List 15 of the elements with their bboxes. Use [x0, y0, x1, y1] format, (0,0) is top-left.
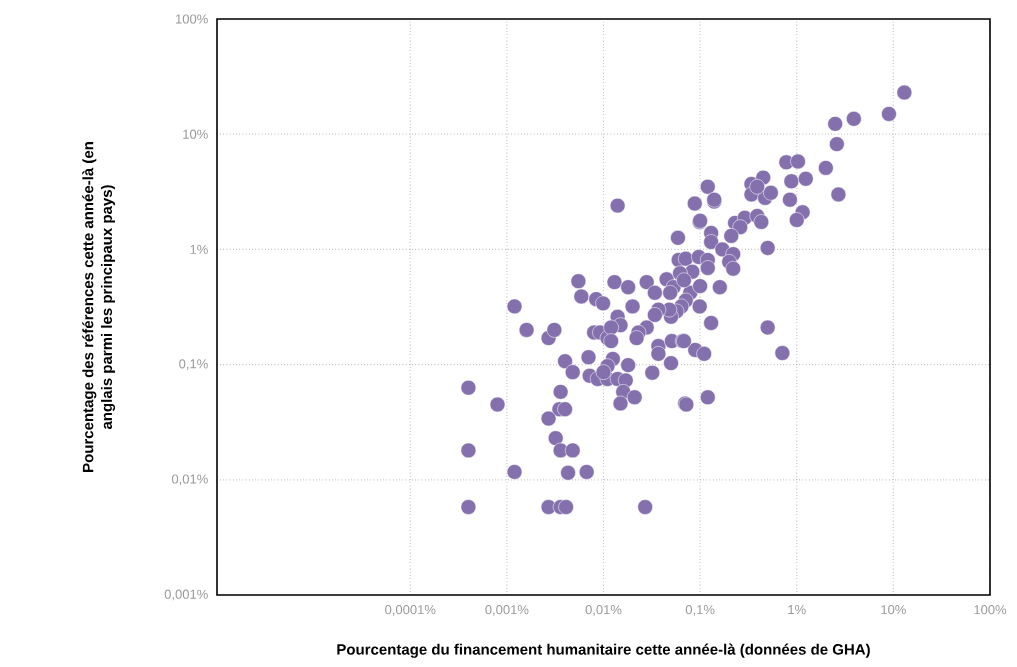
x-tick-label: 100%: [974, 605, 1007, 615]
y-axis-title: Pourcentage des références cette année-là (en anglais parmi les principaux pays): [82, 142, 116, 472]
y-tick-label: 10%: [183, 129, 208, 139]
x-tick-label: 1%: [788, 605, 806, 615]
x-tick-label: 0,1%: [685, 605, 715, 616]
y-tick-label: 0,001%: [164, 589, 208, 601]
y-tick-label: 100%: [176, 14, 208, 24]
x-axis-title: Pourcentage du financement humanitaire cette année-là (données de GHA): [337, 643, 870, 658]
x-tick-label: 0,0001%: [385, 605, 436, 616]
y-tick-label: 0,1%: [179, 359, 208, 370]
x-tick-label: 0,01%: [585, 605, 622, 616]
y-tick-label: 0,01%: [171, 474, 208, 486]
x-tick-label: 10%: [881, 605, 906, 615]
y-tick-label: 1%: [190, 244, 208, 254]
x-tick-label: 0,001%: [485, 605, 529, 616]
